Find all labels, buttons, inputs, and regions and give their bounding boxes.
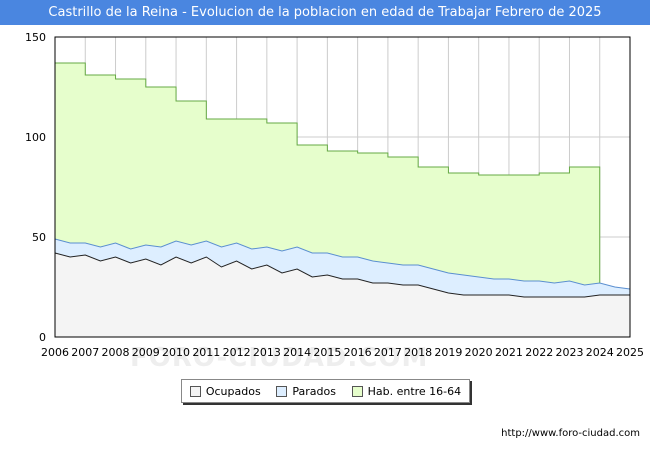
- legend-item-parados: Parados: [276, 385, 336, 398]
- watermark-text: FORO-CIUDAD.COM: [130, 343, 429, 373]
- x-tick-label-2010: 2010: [162, 346, 190, 359]
- legend-item-ocupados: Ocupados: [189, 384, 261, 398]
- series-ocupados-line: [54, 252, 630, 298]
- x-tick-label-2018: 2018: [404, 346, 432, 359]
- x-tick-label-2011: 2011: [192, 346, 220, 359]
- legend-swatch-hab: [351, 385, 363, 397]
- x-tick-label-2015: 2015: [313, 346, 341, 359]
- x-tick-label-2012: 2012: [223, 346, 251, 359]
- x-tick-label-2019: 2019: [434, 346, 462, 359]
- series-hab-line: [55, 62, 601, 283]
- x-tick-label-2008: 2008: [102, 346, 130, 359]
- chart-title-bar: Castrillo de la Reina - Evolucion de la …: [0, 0, 650, 25]
- legend-label-parados: Parados: [292, 384, 336, 398]
- x-tick-label-2021: 2021: [495, 346, 523, 359]
- x-tick-label-2017: 2017: [374, 346, 402, 359]
- y-tick-label-0: 0: [39, 331, 46, 344]
- legend-label-hab: Hab. entre 16-64: [367, 384, 462, 398]
- y-tick-label-100: 100: [25, 131, 46, 144]
- footer-url: http://www.foro-ciudad.com: [501, 428, 640, 439]
- x-tick-label-2007: 2007: [71, 346, 99, 359]
- x-tick-label-2013: 2013: [253, 346, 281, 359]
- x-tick-label-2022: 2022: [525, 346, 553, 359]
- series-ocupados-area: [55, 253, 630, 337]
- series-parados-line: [54, 238, 631, 290]
- legend-item-hab: Hab. entre 16-64: [351, 384, 462, 398]
- y-tick-label-150: 150: [25, 31, 46, 44]
- legend-swatch-ocupados: [189, 385, 201, 397]
- x-tick-label-2025: 2025: [616, 346, 644, 359]
- y-tick-label-50: 50: [32, 231, 46, 244]
- legend-swatch-parados: [276, 385, 288, 397]
- x-tick-label-2024: 2024: [586, 346, 614, 359]
- legend-label-ocupados: Ocupados: [205, 384, 261, 398]
- chart-legend: Ocupados Parados Hab. entre 16-64: [181, 379, 470, 403]
- plot-frame: [54, 36, 631, 338]
- x-tick-label-2020: 2020: [465, 346, 493, 359]
- x-tick-label-2009: 2009: [132, 346, 160, 359]
- x-tick-label-2014: 2014: [283, 346, 311, 359]
- chart-title: Castrillo de la Reina - Evolucion de la …: [48, 5, 602, 20]
- x-tick-label-2023: 2023: [555, 346, 583, 359]
- x-tick-label-2006: 2006: [41, 346, 69, 359]
- x-tick-label-2016: 2016: [344, 346, 372, 359]
